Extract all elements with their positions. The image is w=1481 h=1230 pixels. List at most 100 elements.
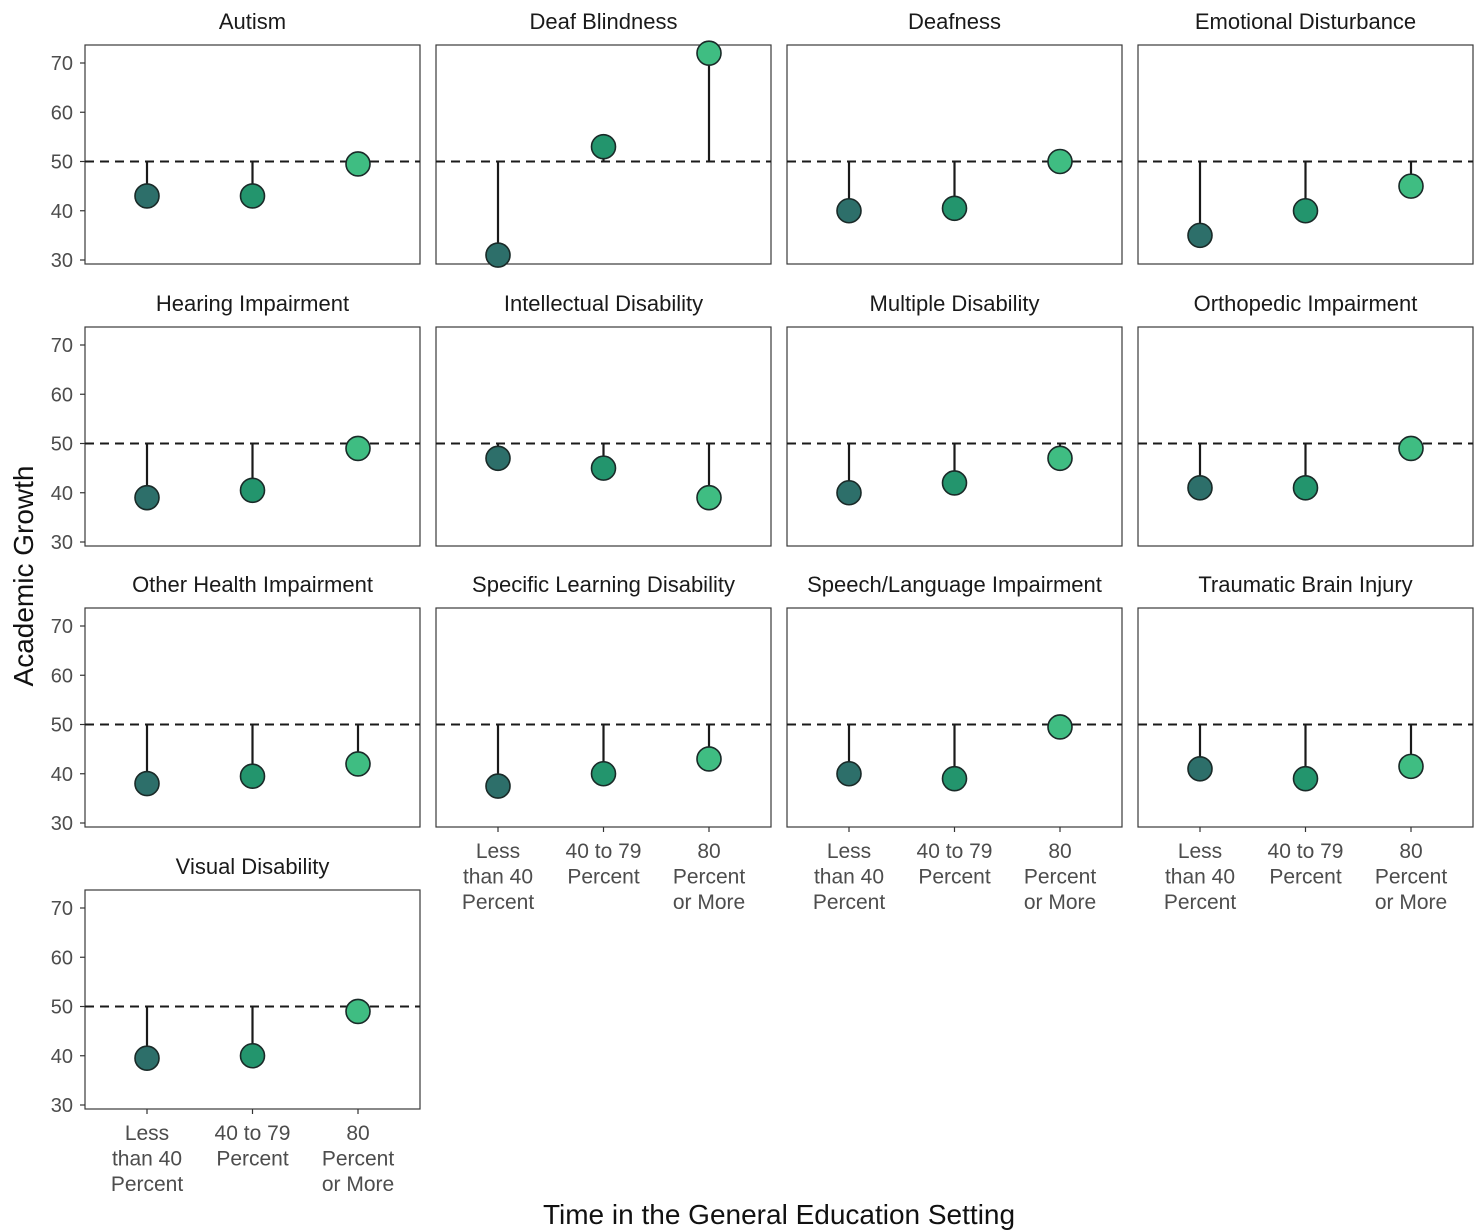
facet-title: Orthopedic Impairment (1194, 291, 1418, 316)
data-point (1047, 148, 1073, 175)
data-point (1187, 475, 1213, 501)
data-point (345, 751, 371, 777)
facet-title: Visual Disability (176, 854, 330, 879)
facet-hearing-impairment: Hearing Impairment 30 40 50 60 70 (51, 291, 421, 554)
facet-orthopedic-impairment: Orthopedic Impairment (1137, 291, 1474, 547)
y-tick-label: 50 (51, 997, 73, 1019)
facet-multiple-disability: Multiple Disability (786, 291, 1123, 547)
data-point (1187, 222, 1213, 249)
facet-deafness: Deafness (786, 9, 1123, 265)
panel-frame (84, 44, 421, 265)
data-point (239, 1042, 266, 1069)
x-tick-label: Less than 40 Percent (111, 1122, 184, 1196)
panel-frame (84, 326, 421, 547)
data-point (590, 760, 617, 787)
y-tick-label: 50 (51, 152, 73, 174)
x-tick-label: 40 to 79 Percent (566, 840, 642, 889)
y-tick-label: 60 (51, 384, 73, 406)
facet-title: Deaf Blindness (530, 9, 678, 34)
data-point (1292, 475, 1319, 501)
y-tick-label: 50 (51, 715, 73, 737)
facet-visual-disability: Visual Disability 30 40 50 60 70 Less than 40 Pe… (51, 854, 421, 1196)
data-point (134, 484, 160, 511)
facet-title: Emotional Disturbance (1195, 9, 1416, 34)
facet-traumatic-brain-injury: Traumatic Brain Injury Less than 40 Percent… (1137, 572, 1474, 914)
y-tick-label: 40 (51, 1046, 73, 1068)
y-tick-label: 30 (51, 1095, 73, 1117)
y-tick-label: 60 (51, 665, 73, 687)
facet-intellectual-disability: Intellectual Disability (435, 291, 772, 547)
data-point (1398, 753, 1424, 780)
facet-speech-language-impairment: Speech/Language Impairment Less than 40 Per… (786, 572, 1123, 914)
data-point (485, 242, 511, 268)
y-tick-label: 70 (51, 53, 73, 75)
y-tick-label: 70 (51, 335, 73, 357)
data-point (941, 195, 968, 222)
data-point (941, 470, 968, 496)
data-point (1047, 714, 1073, 740)
x-tick-label: 40 to 79 Percent (917, 840, 993, 889)
data-point (239, 477, 266, 504)
facet-title: Hearing Impairment (156, 291, 349, 316)
x-axis-title: Time in the General Education Setting (543, 1199, 1015, 1230)
x-tick-label: Less than 40 Percent (462, 840, 535, 914)
facet-autism: Autism 30 40 50 60 70 (51, 9, 421, 272)
panel-frame (786, 44, 1123, 265)
x-tick-label: 40 to 79 Percent (215, 1122, 291, 1171)
data-point (1398, 435, 1424, 462)
y-tick-label: 40 (51, 483, 73, 505)
x-tick-label: 80 Percent or More (1024, 840, 1097, 914)
panel-frame (84, 607, 421, 828)
data-point (696, 746, 722, 772)
y-tick-label: 60 (51, 947, 73, 969)
y-tick-label: 40 (51, 201, 73, 223)
data-point (836, 479, 862, 506)
data-point (485, 773, 511, 799)
x-tick-label: 80 Percent or More (322, 1122, 395, 1196)
data-point (1047, 445, 1073, 472)
panel-frame (435, 607, 772, 828)
data-point (345, 435, 371, 462)
panel-frame (786, 607, 1123, 828)
panel-frame (786, 326, 1123, 547)
y-tick-label: 30 (51, 250, 73, 272)
x-tick-label: Less than 40 Percent (813, 840, 886, 914)
data-point (134, 1045, 160, 1072)
facet-title: Other Health Impairment (132, 572, 373, 597)
data-point (590, 133, 617, 160)
panel-frame (1137, 607, 1474, 828)
data-point (696, 40, 722, 66)
data-point (696, 484, 722, 511)
data-point (345, 151, 371, 177)
x-tick-label: 80 Percent or More (673, 840, 746, 914)
data-point (345, 998, 371, 1025)
y-tick-label: 30 (51, 813, 73, 835)
facet-other-health-impairment: Other Health Impairment 30 40 50 60 70 (51, 572, 421, 835)
y-axis-title: Academic Growth (8, 466, 39, 687)
panel-frame (1137, 326, 1474, 547)
data-point (485, 445, 511, 472)
y-tick-label: 70 (51, 616, 73, 638)
facet-title: Specific Learning Disability (472, 572, 735, 597)
facet-title: Multiple Disability (870, 291, 1040, 316)
y-tick-label: 30 (51, 532, 73, 554)
y-tick-label: 70 (51, 898, 73, 920)
y-tick-label: 50 (51, 434, 73, 456)
data-point (134, 183, 160, 209)
data-point (1292, 197, 1319, 224)
facet-title: Deafness (908, 9, 1001, 34)
data-point (1398, 173, 1424, 199)
panel-frame (435, 326, 772, 547)
data-point (941, 765, 968, 792)
facet-title: Speech/Language Impairment (807, 572, 1102, 597)
data-point (239, 183, 266, 209)
panel-frame (84, 889, 421, 1110)
data-point (1292, 765, 1319, 792)
x-tick-label: Less than 40 Percent (1164, 840, 1237, 914)
data-point (134, 770, 160, 797)
y-tick-label: 60 (51, 102, 73, 124)
data-point (1187, 756, 1213, 782)
data-point (239, 763, 266, 790)
facet-panels: Autism 30 40 50 60 70 Deaf Blindness Deafness Em… (51, 9, 1474, 1196)
